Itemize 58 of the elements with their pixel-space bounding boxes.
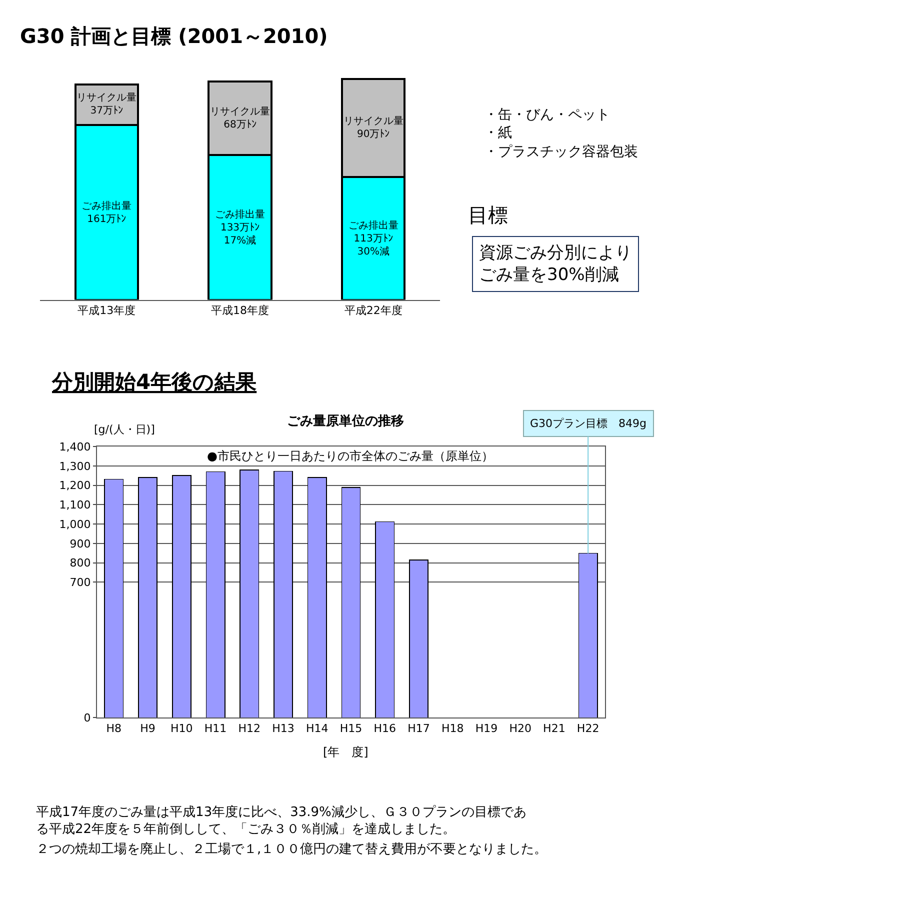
- x-tick-label: H11: [204, 722, 227, 735]
- chart-title: G30 計画と目標 (2001～2010): [20, 24, 328, 48]
- x-tick-label: H22: [576, 722, 600, 735]
- text: 平成17年度のごみ量は平成13年度に比べ、33.9%減少し、Ｇ３０プランの目標である平成22年度を５年前倒しして、「ごみ３０％削減」を達成しました。: [36, 804, 526, 837]
- text: ・プラスチック容器包装: [484, 144, 638, 160]
- bar: [409, 560, 428, 718]
- chart-title: ごみ量原単位の推移: [287, 414, 404, 429]
- text: 目標: [468, 203, 508, 227]
- data-label: ごみ排出量 133万ﾄﾝ 17%減: [215, 208, 265, 246]
- y-tick-label: 1,000: [59, 518, 91, 531]
- x-tick-label: H12: [238, 722, 261, 735]
- bar: [240, 469, 260, 718]
- text: ２つの焼却工場を廃止し、２工場で１,１００億円の建て替え費用が不要となりました。: [36, 842, 548, 857]
- y-tick-label: 0: [84, 712, 91, 725]
- bar: [341, 487, 361, 718]
- x-tick-label: H21: [543, 722, 566, 735]
- x-tick-label: H19: [475, 722, 498, 735]
- x-tick-label: H20: [509, 722, 532, 735]
- y-tick-label: 1,400: [59, 440, 91, 454]
- bar: [138, 477, 158, 718]
- x-tick-label: H9: [140, 722, 156, 735]
- annotation: ●市民ひとり一日あたりの市全体のごみ量（原単位）: [207, 449, 494, 463]
- text: 資源ごみ分別によりごみ量を30%削減: [479, 243, 632, 286]
- data-label: リサイクル量 90万ﾄﾝ: [343, 116, 404, 140]
- y-tick-label: 700: [70, 576, 91, 590]
- x-tick-label: 平成18年度: [211, 304, 269, 317]
- y-tick-label: 800: [70, 556, 91, 570]
- bar: [578, 552, 598, 718]
- x-tick-label: H8: [106, 722, 122, 735]
- bar: [274, 470, 293, 718]
- data-label: ごみ排出量 161万ﾄﾝ: [82, 200, 132, 225]
- y-tick-label: 900: [70, 537, 91, 550]
- bar: [172, 475, 192, 718]
- bar: [375, 521, 395, 718]
- y-tick-label: 1,100: [59, 498, 91, 512]
- x-tick-label: H16: [374, 722, 396, 735]
- data-label: リサイクル量 37万ﾄﾝ: [76, 92, 137, 117]
- bar: [104, 478, 124, 718]
- y-tick-label: 1,200: [59, 479, 91, 492]
- text: 分別開始4年後の結果: [51, 370, 257, 394]
- annotation: G30プラン目標 849g: [530, 417, 646, 430]
- y-tick-label: 1,300: [59, 460, 91, 473]
- x-tick-label: H17: [408, 722, 430, 735]
- x-tick-label: H10: [170, 722, 193, 735]
- x-tick-label: 平成22年度: [344, 304, 402, 317]
- x-tick-label: 平成13年度: [78, 304, 136, 317]
- bar: [206, 471, 226, 718]
- bar: [307, 477, 327, 718]
- text: ・紙: [484, 125, 512, 141]
- data-label: リサイクル量 68万ﾄﾝ: [210, 106, 270, 130]
- y-axis-title: [g/(人・日)]: [94, 423, 155, 436]
- data-label: ごみ排出量 113万ﾄﾝ 30%減: [348, 219, 398, 258]
- x-tick-label: H15: [340, 722, 362, 735]
- x-tick-label: H13: [272, 722, 294, 735]
- x-tick-label: H18: [441, 722, 464, 735]
- x-tick-label: H14: [306, 722, 328, 735]
- x-axis-title: [年 度]: [323, 745, 368, 759]
- text: ・缶・びん・ペット: [484, 107, 610, 123]
